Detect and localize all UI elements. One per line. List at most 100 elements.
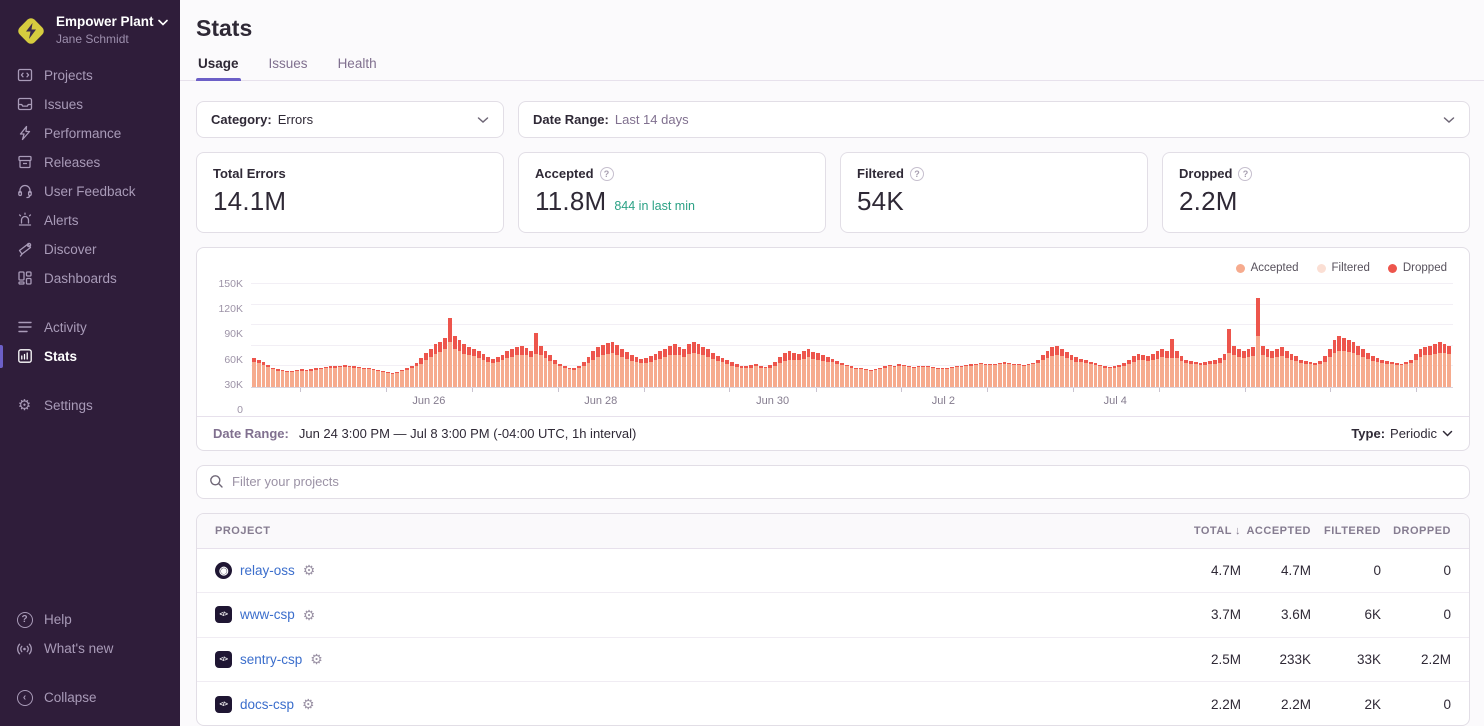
project-link[interactable]: docs-csp [240,696,295,712]
chart-bar [1428,345,1432,387]
chart-bar [1308,362,1313,387]
chart-bar [615,345,620,387]
help-circle-icon[interactable]: ? [909,166,924,181]
sidebar-item-label: Activity [44,319,87,335]
project-link[interactable]: www-csp [240,607,295,623]
legend-item-dropped[interactable]: Dropped [1387,262,1447,274]
tab-usage[interactable]: Usage [196,56,241,81]
chart-bar [309,369,314,387]
chart-bar [897,364,902,387]
sidebar-item-label: Help [44,612,72,627]
chart-bar [471,349,476,387]
date-range-select[interactable]: Date Range: Last 14 days [518,101,1470,138]
project-settings-gear-icon[interactable]: ⚙ [310,651,323,668]
project-link[interactable]: relay-oss [240,562,295,578]
project-settings-gear-icon[interactable]: ⚙ [302,606,316,623]
cell-total: 3.7M [1210,607,1241,623]
chart-bar [782,353,787,387]
chart-bar [1131,356,1136,387]
chart-bar [754,363,758,387]
cell-filtered: 0 [1373,562,1381,578]
chart-bar [1198,362,1203,387]
cell-dropped: 0 [1443,696,1451,712]
project-link[interactable]: sentry-csp [240,651,303,667]
chart-bar [1409,359,1413,387]
sidebar-item-performance[interactable]: Performance [0,119,180,148]
tab-health[interactable]: Health [337,56,377,71]
sidebar-item-projects[interactable]: Projects [0,61,180,90]
chart-bar [314,368,318,387]
chart-bar [290,370,295,387]
chart-bar [342,365,347,387]
chart-bar [1093,362,1098,387]
category-select[interactable]: Category: Errors [196,101,504,138]
sidebar-item-label: Settings [44,397,93,413]
chart-bar [1232,345,1236,387]
sidebar-item-dashboards[interactable]: Dashboards [0,264,180,293]
org-switcher[interactable]: Empower Plant Jane Schmidt [0,12,180,61]
chart-bar [954,366,959,387]
sidebar-item-issues[interactable]: Issues [0,90,180,119]
card-label: Accepted [535,166,594,181]
chart-type-value: Periodic [1390,426,1437,441]
chart-bar [907,366,911,387]
sidebar-item-settings[interactable]: ⚙ Settings [0,391,180,420]
project-filter-input[interactable] [232,474,1457,490]
platform-csp-icon: </> [215,650,232,668]
chart-bar [620,348,624,387]
chart-bar [548,355,553,387]
chart-type-select[interactable]: Type: Periodic [1351,426,1453,441]
chart-plot[interactable] [251,283,1453,388]
chart-bar [725,359,730,387]
cell-accepted: 3.6M [1280,607,1311,623]
cell-filtered: 33K [1356,651,1381,667]
sidebar-collapse-button[interactable]: ‹ Collapse [0,683,180,712]
chart-bar [596,347,601,387]
chart-bar [1117,365,1122,387]
column-header-dropped[interactable]: DROPPED [1393,524,1451,537]
sidebar-item-discover[interactable]: Discover [0,235,180,264]
sidebar-item-activity[interactable]: Activity [0,313,180,342]
chart-bar [424,352,428,387]
column-header-total[interactable]: TOTAL ↓ [1193,524,1241,537]
sidebar-item-user-feedback[interactable]: User Feedback [0,177,180,206]
chart-bar [711,352,715,387]
sidebar-nav: Projects Issues Performance Releases Use… [0,61,180,420]
tab-issues[interactable]: Issues [268,56,308,71]
chart-bar [768,365,773,387]
cell-total: 2.2M [1210,696,1241,712]
gridline [251,324,1453,326]
legend-item-accepted[interactable]: Accepted [1235,262,1299,274]
chart-bar [519,345,524,387]
chart-bar [295,369,299,387]
sidebar-item-whats-new[interactable]: What's new [0,634,180,663]
chart-bar [844,365,849,387]
column-header-accepted[interactable]: ACCEPTED [1246,524,1311,537]
chart-bar [993,363,997,387]
chart-bar [1413,354,1418,387]
sidebar-item-releases[interactable]: Releases [0,148,180,177]
chart-bar [400,369,404,387]
chart-bar [1346,340,1351,387]
chart-bars[interactable] [251,284,1453,387]
project-settings-gear-icon[interactable]: ⚙ [302,562,316,579]
help-circle-icon[interactable]: ? [599,166,614,181]
y-tick-label: 30K [224,378,243,391]
help-circle-icon[interactable]: ? [1238,166,1253,181]
chart-bar [1337,335,1342,387]
x-tick-mark [1158,388,1160,392]
legend-item-filtered[interactable]: Filtered [1316,262,1370,274]
column-header-filtered[interactable]: FILTERED [1324,524,1381,537]
chart-bar [653,354,658,387]
sidebar-item-help[interactable]: ? Help [0,605,180,634]
project-settings-gear-icon[interactable]: ⚙ [302,696,315,713]
chart-bar [409,366,414,387]
sidebar-item-stats[interactable]: Stats [0,342,180,371]
sidebar-item-alerts[interactable]: Alerts [0,206,180,235]
chart-y-axis: 0 30K 60K 90K 120K 150K [207,278,251,416]
chart-bar [266,365,271,387]
chart-bar [481,354,486,387]
chart-bar [1323,356,1327,387]
projects-table: PROJECT TOTAL ↓ ACCEPTED FILTERED DROPPE… [196,512,1470,726]
collapse-icon: ‹ [16,689,33,706]
